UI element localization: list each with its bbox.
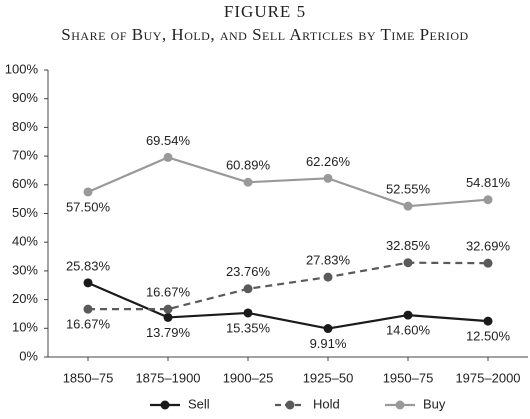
- point: [243, 284, 253, 294]
- legend-marker: [285, 400, 295, 410]
- legend-marker: [160, 400, 170, 410]
- point: [403, 310, 413, 320]
- data-label: 16.67%: [146, 285, 191, 300]
- data-label: 12.50%: [466, 329, 511, 344]
- x-tick-label: 1925–50: [303, 370, 354, 385]
- point: [243, 177, 253, 187]
- chart-title: FIGURE 5: [224, 2, 306, 21]
- data-label: 60.89%: [226, 158, 271, 173]
- data-label: 52.55%: [386, 182, 431, 197]
- data-label: 62.26%: [306, 154, 351, 169]
- chart-subtitle: Share of Buy, Hold, and Sell Articles by…: [61, 25, 468, 44]
- legend-label: Buy: [423, 396, 446, 411]
- point: [483, 316, 493, 326]
- data-label: 14.60%: [386, 323, 431, 338]
- point: [163, 304, 173, 314]
- y-tick-label: 100%: [5, 61, 39, 76]
- y-tick-label: 70%: [12, 148, 38, 163]
- point: [83, 278, 93, 288]
- point: [323, 324, 333, 334]
- point: [323, 173, 333, 183]
- point: [243, 308, 253, 318]
- series-line: [87, 281, 489, 330]
- point: [483, 195, 493, 205]
- point: [163, 312, 173, 322]
- y-tick-label: 80%: [12, 119, 38, 134]
- data-label: 69.54%: [146, 133, 191, 148]
- data-label: 16.67%: [66, 317, 111, 332]
- x-tick-label: 1950–75: [383, 370, 434, 385]
- data-label: 32.69%: [466, 239, 511, 254]
- y-tick-label: 10%: [12, 320, 38, 335]
- point: [83, 187, 93, 197]
- point: [403, 258, 413, 268]
- y-tick-label: 0%: [19, 348, 38, 363]
- point: [483, 258, 493, 268]
- legend-label: Sell: [188, 396, 210, 411]
- data-label: 25.83%: [66, 258, 111, 273]
- y-tick-label: 40%: [12, 234, 38, 249]
- legend-label: Hold: [313, 396, 340, 411]
- y-tick-label: 90%: [12, 90, 38, 105]
- point: [323, 272, 333, 282]
- y-tick-label: 60%: [12, 176, 38, 191]
- y-tick-label: 50%: [12, 205, 38, 220]
- series-line: [88, 261, 489, 311]
- data-label: 57.50%: [66, 199, 111, 214]
- legend-marker: [395, 400, 405, 410]
- point: [83, 304, 93, 314]
- series-line: [87, 156, 489, 208]
- x-tick-label: 1975–2000: [455, 370, 520, 385]
- y-tick-label: 20%: [12, 291, 38, 306]
- data-label: 27.83%: [306, 253, 351, 268]
- x-tick-label: 1900–25: [223, 370, 274, 385]
- data-label: 9.91%: [310, 336, 347, 351]
- data-label: 32.85%: [386, 238, 431, 253]
- data-label: 13.79%: [146, 325, 191, 340]
- y-tick-label: 30%: [12, 262, 38, 277]
- data-label: 23.76%: [226, 264, 271, 279]
- point: [163, 152, 173, 162]
- x-tick-label: 1875–1900: [135, 370, 200, 385]
- data-label: 54.81%: [466, 175, 511, 190]
- data-label: 15.35%: [226, 320, 271, 335]
- x-tick-label: 1850–75: [63, 370, 114, 385]
- point: [403, 201, 413, 211]
